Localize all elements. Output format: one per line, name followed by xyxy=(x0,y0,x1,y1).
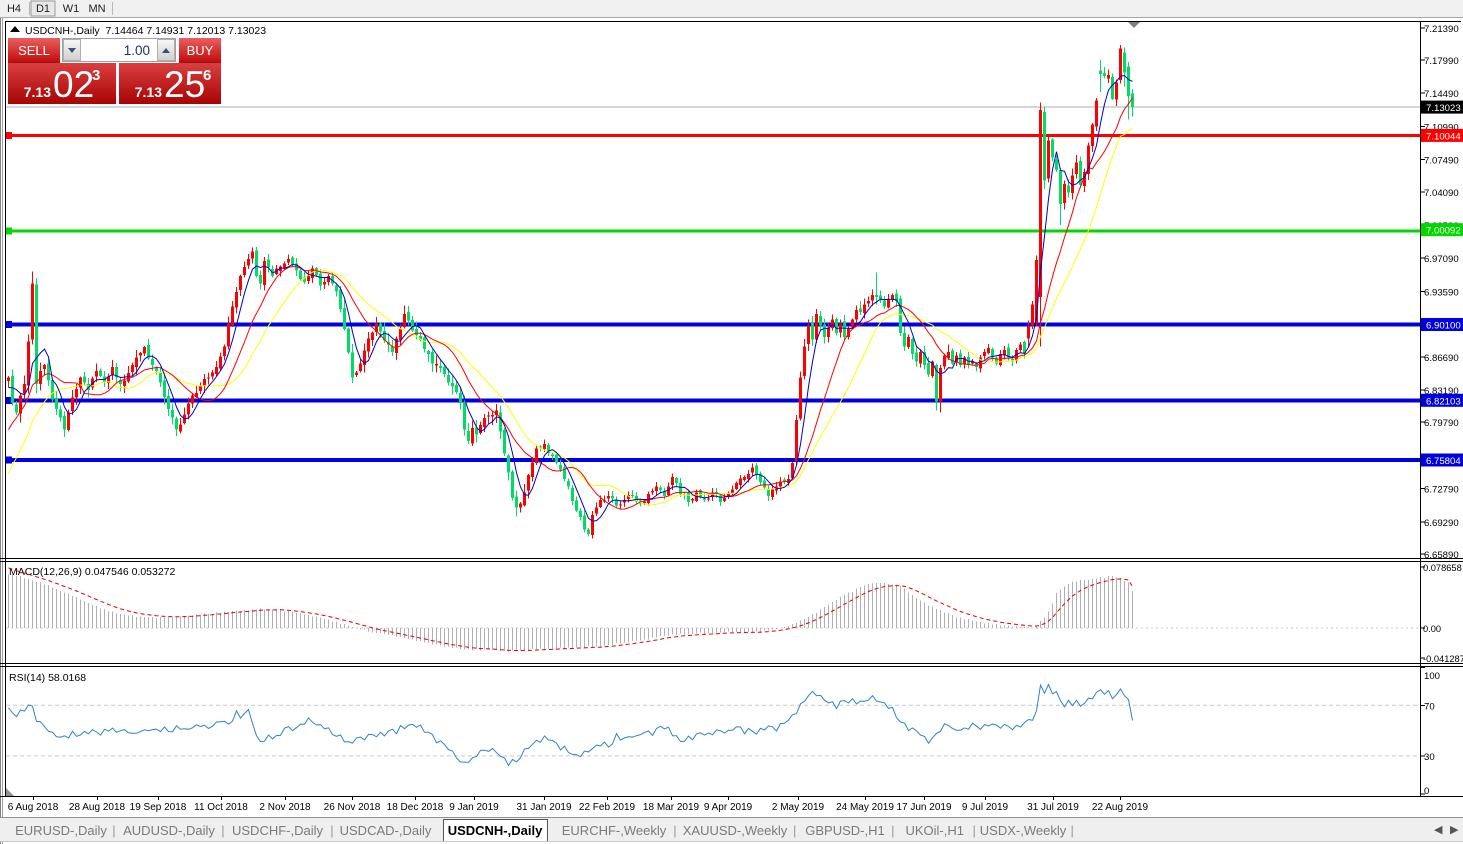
svg-text:7.21390: 7.21390 xyxy=(1424,24,1459,35)
svg-text:EURUSD-,Daily: EURUSD-,Daily xyxy=(15,823,107,838)
svg-text:|: | xyxy=(221,823,224,838)
svg-text:|: | xyxy=(673,823,676,838)
svg-text:6.75804: 6.75804 xyxy=(1426,456,1461,467)
svg-text:100: 100 xyxy=(1424,671,1440,682)
svg-text:7.13: 7.13 xyxy=(135,84,162,100)
svg-text:6 Aug 2018: 6 Aug 2018 xyxy=(8,802,59,813)
svg-text:7.10990: 7.10990 xyxy=(1424,122,1459,133)
svg-text:11 Oct 2018: 11 Oct 2018 xyxy=(194,802,248,813)
svg-text:3: 3 xyxy=(92,67,100,84)
svg-text:2 May 2019: 2 May 2019 xyxy=(772,802,825,813)
svg-text:AUDUSD-,Daily: AUDUSD-,Daily xyxy=(123,823,215,838)
svg-text:|: | xyxy=(330,823,333,838)
svg-text:0: 0 xyxy=(1424,786,1429,797)
svg-text:BUY: BUY xyxy=(187,43,214,58)
svg-text:24 May 2019: 24 May 2019 xyxy=(836,802,894,813)
svg-text:H4: H4 xyxy=(7,3,21,15)
svg-text:22 Feb 2019: 22 Feb 2019 xyxy=(579,802,636,813)
svg-text:USDCNH-,Daily: USDCNH-,Daily xyxy=(448,823,543,838)
svg-text:7.13: 7.13 xyxy=(24,84,51,100)
svg-text:6.69290: 6.69290 xyxy=(1424,518,1459,529)
svg-text:2 Nov 2018: 2 Nov 2018 xyxy=(259,802,311,813)
svg-text:SELL: SELL xyxy=(18,43,50,58)
svg-text:|: | xyxy=(1071,823,1074,838)
svg-text:|: | xyxy=(973,823,976,838)
svg-text:6.65890: 6.65890 xyxy=(1424,550,1459,561)
svg-text:6: 6 xyxy=(203,67,211,84)
svg-text:6.93590: 6.93590 xyxy=(1424,287,1459,298)
svg-text:7.00092: 7.00092 xyxy=(1426,226,1461,237)
svg-text:6.83190: 6.83190 xyxy=(1424,386,1459,397)
svg-text:USDCNH-,Daily 7.14464 7.14931: USDCNH-,Daily 7.14464 7.14931 7.12013 7.… xyxy=(25,25,266,37)
svg-text:0.078658: 0.078658 xyxy=(1423,563,1462,573)
svg-text:9 Jul 2019: 9 Jul 2019 xyxy=(962,802,1009,813)
svg-text:MN: MN xyxy=(88,3,105,15)
svg-text:31 Jul 2019: 31 Jul 2019 xyxy=(1027,802,1079,813)
svg-text:-0.041287: -0.041287 xyxy=(1423,654,1463,664)
svg-text:18 Mar 2019: 18 Mar 2019 xyxy=(643,802,700,813)
svg-text:|: | xyxy=(793,823,796,838)
svg-text:▶: ▶ xyxy=(1450,824,1459,836)
svg-text:◀: ◀ xyxy=(1434,824,1443,836)
svg-text:7.07490: 7.07490 xyxy=(1424,156,1459,167)
svg-text:1.00: 1.00 xyxy=(124,43,150,58)
svg-text:19 Sep 2018: 19 Sep 2018 xyxy=(130,802,187,813)
svg-text:6.82103: 6.82103 xyxy=(1426,396,1461,407)
svg-text:17 Jun 2019: 17 Jun 2019 xyxy=(896,802,951,813)
svg-text:EURCHF-,Weekly: EURCHF-,Weekly xyxy=(562,823,667,838)
svg-text:7.14490: 7.14490 xyxy=(1424,89,1459,100)
svg-text:9 Apr 2019: 9 Apr 2019 xyxy=(704,802,753,813)
svg-text:W1: W1 xyxy=(63,3,80,15)
svg-text:7.10044: 7.10044 xyxy=(1426,131,1461,142)
svg-text:9 Jan 2019: 9 Jan 2019 xyxy=(449,802,499,813)
svg-text:30: 30 xyxy=(1424,752,1435,763)
svg-text:70: 70 xyxy=(1424,701,1435,712)
svg-text:6.79790: 6.79790 xyxy=(1424,418,1459,429)
svg-text:RSI(14) 58.0168: RSI(14) 58.0168 xyxy=(9,672,86,684)
svg-text:31 Jan 2019: 31 Jan 2019 xyxy=(516,802,571,813)
svg-text:25: 25 xyxy=(164,64,205,105)
svg-text:6.90100: 6.90100 xyxy=(1426,321,1461,332)
svg-text:18 Dec 2018: 18 Dec 2018 xyxy=(387,802,444,813)
svg-text:02: 02 xyxy=(53,64,94,105)
svg-text:7.04090: 7.04090 xyxy=(1424,188,1459,199)
svg-text:MACD(12,26,9) 0.047546 0.05327: MACD(12,26,9) 0.047546 0.053272 xyxy=(9,566,176,578)
svg-text:XAUUSD-,Weekly: XAUUSD-,Weekly xyxy=(683,823,788,838)
svg-text:22 Aug 2019: 22 Aug 2019 xyxy=(1092,802,1149,813)
svg-text:|: | xyxy=(112,823,115,838)
svg-text:7.17990: 7.17990 xyxy=(1424,56,1459,67)
svg-text:6.86690: 6.86690 xyxy=(1424,353,1459,364)
svg-text:USDCHF-,Daily: USDCHF-,Daily xyxy=(232,823,324,838)
svg-text:28 Aug 2018: 28 Aug 2018 xyxy=(69,802,126,813)
svg-text:GBPUSD-,H1: GBPUSD-,H1 xyxy=(805,823,884,838)
svg-text:0.00: 0.00 xyxy=(1423,624,1441,634)
svg-text:UKOil-,H1: UKOil-,H1 xyxy=(905,823,964,838)
svg-text:6.97090: 6.97090 xyxy=(1424,254,1459,265)
svg-text:7.13023: 7.13023 xyxy=(1426,103,1461,114)
svg-text:D1: D1 xyxy=(36,3,50,15)
svg-text:|: | xyxy=(891,823,894,838)
svg-text:26 Nov 2018: 26 Nov 2018 xyxy=(324,802,381,813)
svg-text:6.72790: 6.72790 xyxy=(1424,485,1459,496)
svg-text:USDCAD-,Daily: USDCAD-,Daily xyxy=(340,823,432,838)
svg-text:USDX-,Weekly: USDX-,Weekly xyxy=(980,823,1067,838)
